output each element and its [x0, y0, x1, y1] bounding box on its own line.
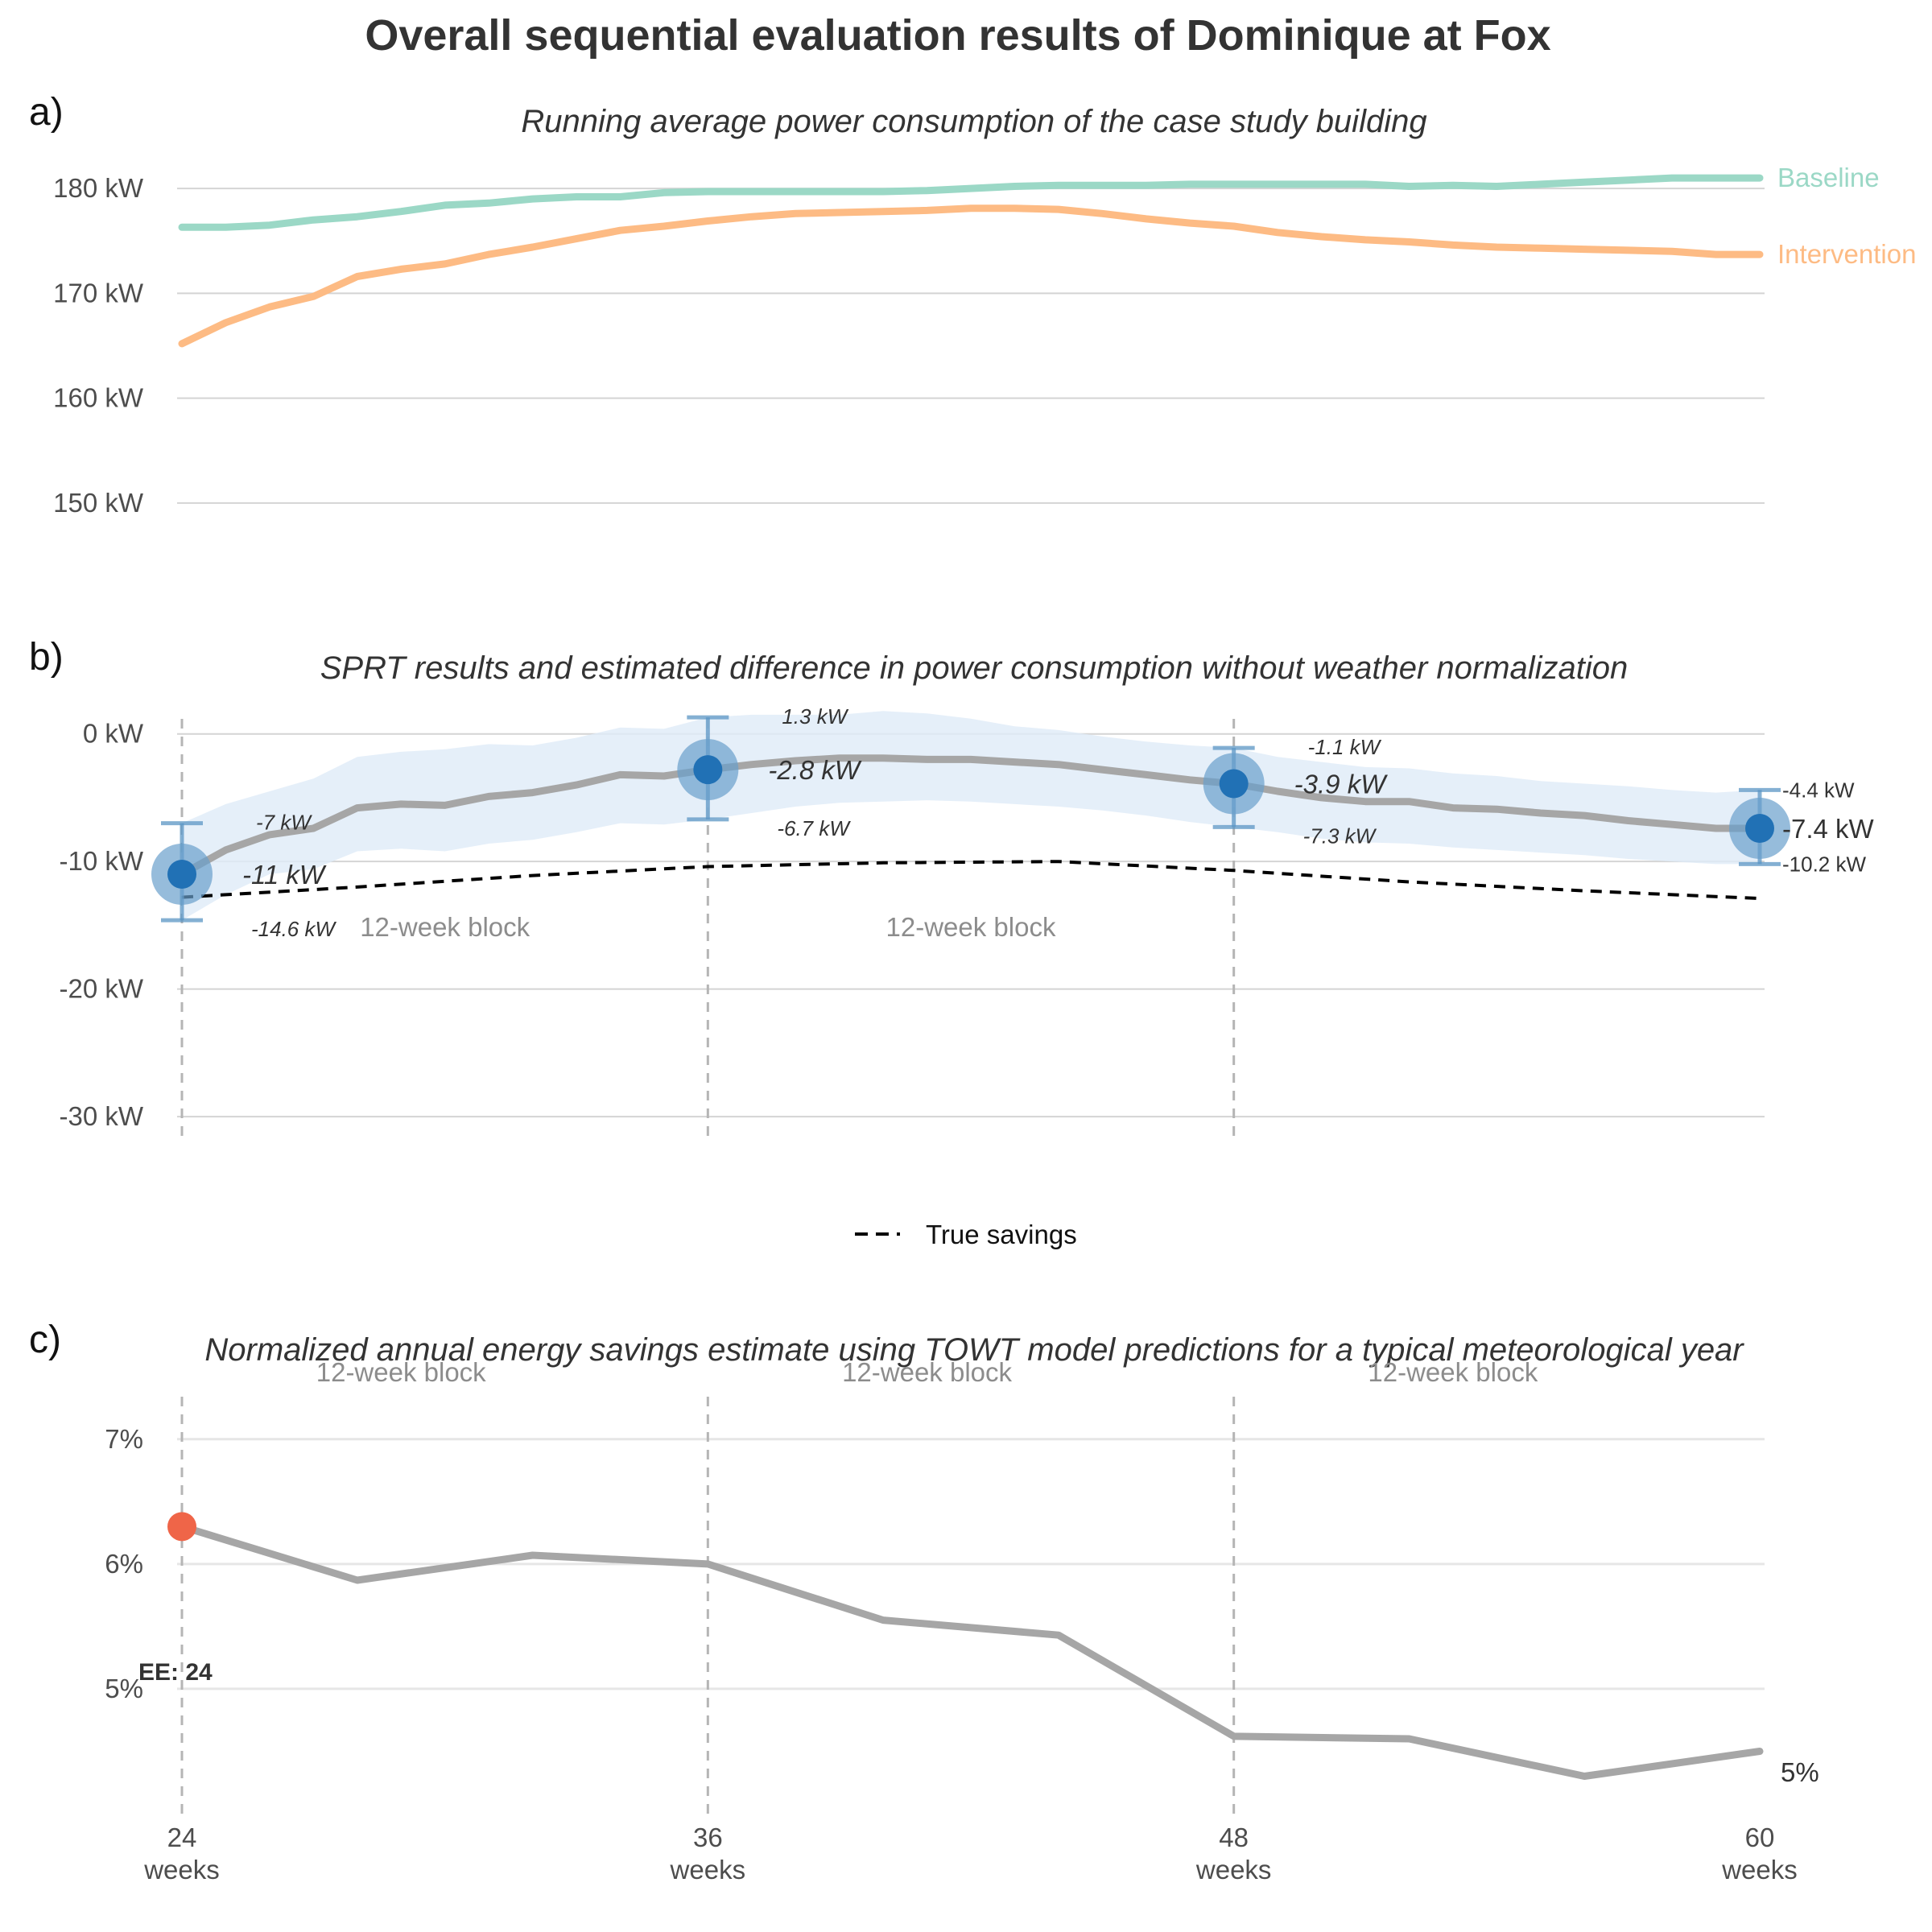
- panel-c-block-labels: 12-week block 12-week block 12-week block: [316, 1357, 1538, 1387]
- panel-c-y-ticks: 5% 6% 7%: [105, 1424, 143, 1703]
- block-label: 12-week block: [316, 1357, 486, 1387]
- x-tick-label: 24: [167, 1823, 197, 1852]
- x-tick-unit: weeks: [670, 1855, 746, 1885]
- x-tick-unit: weeks: [1195, 1855, 1272, 1885]
- block-label: 12-week block: [360, 912, 530, 942]
- sprt-point: [693, 755, 723, 785]
- panel-c: c) Normalized annual energy savings esti…: [29, 1319, 1819, 1818]
- panel-b-subtitle: SPRT results and estimated difference in…: [320, 650, 1629, 686]
- panel-a-y-tick-label: 150 kW: [53, 488, 144, 518]
- sprt-upper-label: -1.1 kW: [1308, 735, 1382, 759]
- panel-c-subtitle: Normalized annual energy savings estimat…: [204, 1332, 1744, 1368]
- series-line-intervention: [178, 204, 1764, 348]
- chart-title: Overall sequential evaluation results of…: [365, 11, 1550, 60]
- panel-b-block-labels: 12-week block 12-week block: [360, 912, 1056, 942]
- panel-a-letter: a): [29, 91, 64, 134]
- block-label: 12-week block: [886, 912, 1056, 942]
- x-tick-label: 36: [693, 1823, 723, 1852]
- sprt-estimate-label: -2.8 kW: [768, 755, 862, 785]
- panel-c-y-tick-label: 6%: [105, 1549, 143, 1579]
- estimate-line: [178, 754, 1764, 878]
- panel-c-savings-line: [167, 1512, 1764, 1780]
- panel-b-y-tick-label: -30 kW: [59, 1101, 143, 1131]
- panel-b-estimate: [178, 754, 1764, 878]
- x-tick-unit: weeks: [143, 1855, 220, 1885]
- legend-true-savings-label: True savings: [926, 1220, 1077, 1249]
- sprt-lower-label: -7.3 kW: [1303, 824, 1377, 848]
- panel-a-y-tick-label: 170 kW: [53, 278, 144, 308]
- sprt-upper-label: 1.3 kW: [782, 704, 848, 729]
- panel-b-ci-ribbon: [182, 711, 1760, 921]
- panel-a-subtitle: Running average power consumption of the…: [521, 104, 1426, 139]
- sprt-point: [1219, 769, 1249, 799]
- sprt-upper-label: -7 kW: [256, 811, 312, 835]
- panel-b-y-ticks: 0 kW -10 kW -20 kW -30 kW: [59, 719, 143, 1131]
- panel-b-y-tick-label: -20 kW: [59, 974, 143, 1004]
- panel-c-block-dividers: [180, 1397, 1236, 1818]
- panel-c-y-tick-label: 7%: [105, 1424, 143, 1454]
- x-axis-ticks: 24 weeks 36 weeks 48 weeks 60 weeks: [143, 1823, 1798, 1885]
- series-label-intervention: Intervention: [1777, 239, 1916, 269]
- panel-c-ee-annotation: EE: 24: [138, 1659, 213, 1686]
- panel-b-y-tick-label: 0 kW: [83, 719, 144, 749]
- block-label: 12-week block: [842, 1357, 1012, 1387]
- x-tick-label: 48: [1219, 1823, 1249, 1852]
- x-tick-label: 60: [1745, 1823, 1775, 1852]
- panel-a-lines: [178, 174, 1764, 348]
- series-label-baseline: Baseline: [1777, 163, 1880, 192]
- sprt-point: [1745, 813, 1774, 843]
- normalized-savings-line: [178, 1522, 1764, 1780]
- panel-c-grid: [177, 1438, 1765, 1690]
- sprt-estimate-label: -3.9 kW: [1294, 770, 1389, 799]
- x-tick-unit: weeks: [1721, 1855, 1798, 1885]
- panel-a-series-labels: Baseline Intervention: [1777, 163, 1916, 269]
- panel-b-sprt-checkpoints: -11 kW -7 kW -14.6 kW -2.8 kW 1.3 kW -6.7 kW -…: [151, 704, 1875, 941]
- panel-a-y-tick-label: 180 kW: [53, 173, 144, 203]
- early-end-point: [167, 1512, 196, 1542]
- sprt-lower-label: -14.6 kW: [251, 917, 336, 941]
- sprt-point: [167, 860, 196, 890]
- sprt-estimate-label: -7.4 kW: [1782, 814, 1875, 844]
- panel-c-y-tick-label: 5%: [105, 1674, 143, 1703]
- panel-b-true-savings: [181, 860, 1761, 901]
- panel-a-y-ticks: 150 kW 160 kW 170 kW 180 kW: [53, 173, 144, 518]
- sprt-lower-label: -6.7 kW: [777, 816, 851, 840]
- panel-c-letter: c): [29, 1319, 61, 1361]
- ci-ribbon: [182, 711, 1760, 921]
- block-label: 12-week block: [1368, 1357, 1538, 1387]
- sprt-estimate-label: -11 kW: [242, 860, 327, 890]
- panel-b-y-tick-label: -10 kW: [59, 846, 143, 876]
- panel-a-grid: [177, 188, 1765, 504]
- panel-b: b) SPRT results and estimated difference…: [29, 636, 1875, 1139]
- panel-a-y-tick-label: 160 kW: [53, 383, 144, 413]
- panel-a: a) Running average power consumption of …: [29, 91, 1916, 518]
- legend: True savings: [855, 1220, 1077, 1249]
- sprt-upper-label: -4.4 kW: [1782, 778, 1855, 802]
- panel-b-letter: b): [29, 636, 64, 679]
- sprt-lower-label: -10.2 kW: [1782, 852, 1866, 876]
- panel-c-end-label: 5%: [1781, 1757, 1819, 1787]
- series-line-baseline: [178, 174, 1764, 231]
- true-savings-line: [181, 860, 1761, 901]
